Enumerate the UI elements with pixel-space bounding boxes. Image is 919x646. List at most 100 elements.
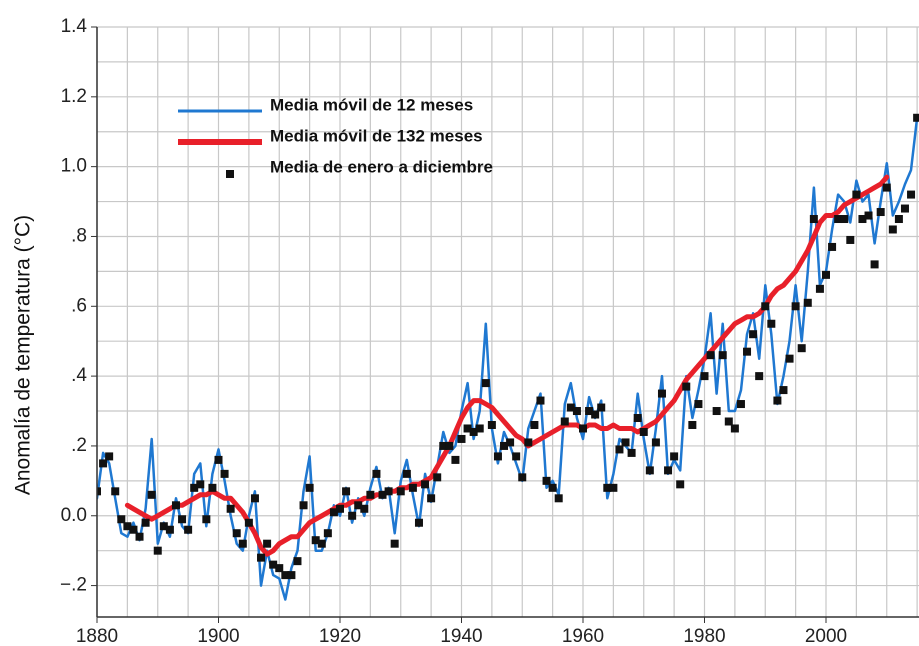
data-point (238, 539, 247, 548)
data-point (900, 204, 909, 213)
data-point (779, 386, 788, 395)
y-tick-label: .6 (71, 295, 87, 316)
data-point (554, 494, 563, 503)
data-point (767, 319, 776, 328)
data-point (287, 571, 296, 580)
data-point (402, 469, 411, 478)
data-point (591, 410, 600, 419)
data-point (803, 298, 812, 307)
data-point (621, 438, 630, 447)
data-point (105, 452, 114, 461)
data-point (846, 235, 855, 244)
data-point (609, 483, 618, 492)
data-point (493, 452, 502, 461)
y-tick-label: 1.0 (61, 156, 87, 177)
data-point (414, 518, 423, 527)
data-point (408, 483, 417, 492)
data-point (876, 208, 885, 217)
data-point (639, 427, 648, 436)
data-point (360, 504, 369, 513)
data-point (202, 515, 211, 524)
data-point (736, 400, 745, 409)
data-point (852, 190, 861, 199)
data-point (147, 490, 156, 499)
data-point (749, 330, 758, 339)
data-point (342, 487, 351, 496)
data-point (99, 459, 108, 468)
data-point (457, 434, 466, 443)
data-point (882, 183, 891, 192)
line-series (97, 116, 919, 601)
data-point (475, 424, 484, 433)
data-point (171, 501, 180, 510)
data-point (645, 466, 654, 475)
data-point (894, 215, 903, 224)
data-point (743, 347, 752, 356)
data-point (97, 487, 101, 496)
y-tick-label: −.2 (60, 575, 87, 596)
data-point (888, 225, 897, 234)
data-point (293, 557, 302, 566)
data-point (366, 490, 375, 499)
x-tick-label: 1940 (440, 626, 482, 646)
data-point (451, 455, 460, 464)
data-point (858, 215, 867, 224)
data-point (718, 351, 727, 360)
data-point (153, 546, 162, 555)
data-point (633, 414, 642, 423)
data-point (651, 438, 660, 447)
data-point (433, 473, 442, 482)
data-point (828, 242, 837, 251)
data-point (299, 501, 308, 510)
data-point (864, 211, 873, 220)
y-tick-label: 0.0 (61, 505, 87, 526)
data-point (755, 372, 764, 381)
data-point (305, 483, 314, 492)
data-point (536, 396, 545, 405)
data-point (512, 452, 521, 461)
x-tick-label: 1920 (319, 626, 361, 646)
y-tick-label: .4 (71, 365, 87, 386)
data-point (469, 427, 478, 436)
data-point (706, 351, 715, 360)
legend-label: Media móvil de 132 meses (270, 126, 483, 145)
legend-label: Media de enero a diciembre (270, 157, 493, 176)
data-point (354, 501, 363, 510)
data-point (797, 344, 806, 353)
legend-label: Media móvil de 12 meses (270, 95, 473, 114)
data-point (724, 417, 733, 426)
data-point (372, 469, 381, 478)
data-point (870, 260, 879, 269)
data-point (190, 483, 199, 492)
data-point (518, 473, 527, 482)
data-point (232, 529, 241, 538)
data-point (524, 438, 533, 447)
data-point (141, 518, 150, 527)
data-point (670, 452, 679, 461)
data-point (907, 190, 916, 199)
x-tick-label: 1900 (197, 626, 239, 646)
data-point (840, 215, 849, 224)
data-point (579, 424, 587, 433)
data-point (548, 483, 557, 492)
data-point (244, 518, 253, 527)
data-point (257, 553, 266, 562)
x-tick-label: 1880 (76, 626, 118, 646)
data-point (269, 560, 278, 569)
data-point (439, 441, 448, 450)
data-point (196, 480, 205, 489)
data-point (220, 469, 229, 478)
data-point (664, 466, 673, 475)
data-point (506, 438, 515, 447)
data-point (178, 515, 187, 524)
data-point (700, 372, 709, 381)
data-point (348, 511, 357, 520)
data-point (396, 487, 405, 496)
plot-area (97, 113, 919, 601)
y-axis-label: Anomalía de temperatura (°C) (12, 215, 35, 495)
data-point (676, 480, 685, 489)
data-point (542, 476, 551, 485)
data-point (627, 448, 636, 457)
x-tick-label: 2000 (805, 626, 847, 646)
data-point (111, 487, 120, 496)
